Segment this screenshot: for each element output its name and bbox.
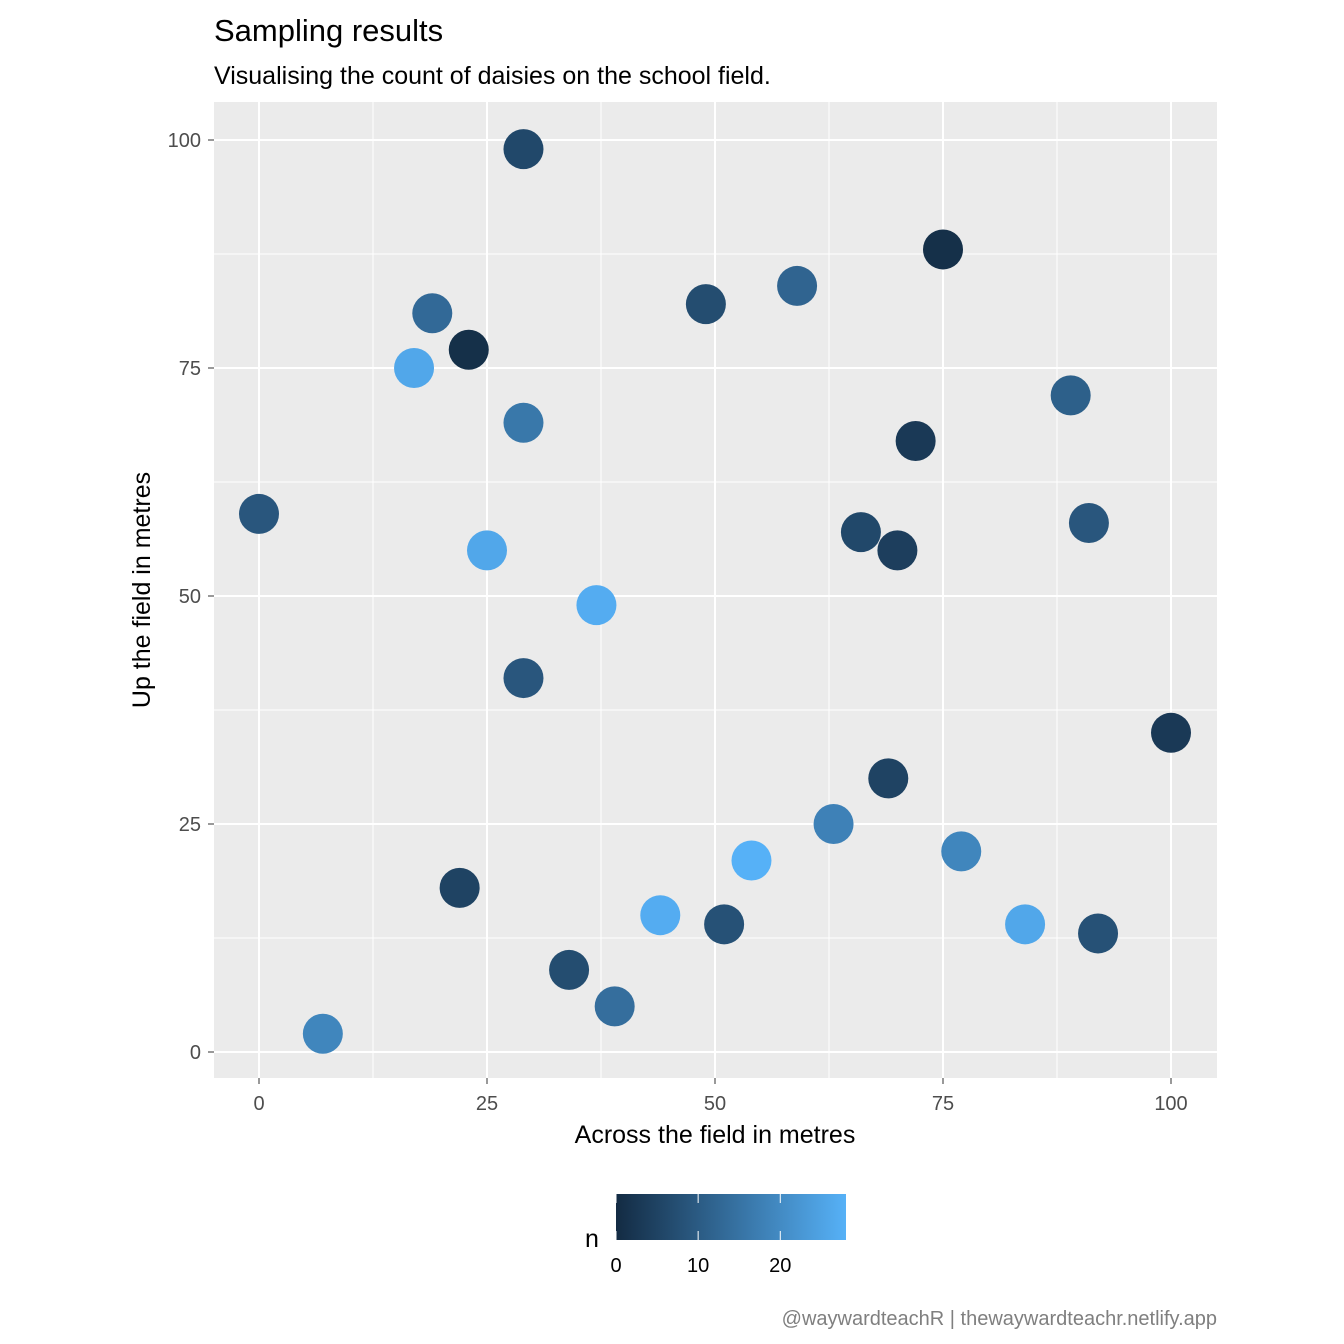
x-tick-label: 100 xyxy=(1154,1093,1187,1115)
data-point xyxy=(1078,913,1119,954)
data-point xyxy=(1068,503,1109,544)
y-tick-label: 0 xyxy=(190,1042,201,1064)
data-point xyxy=(467,530,507,571)
data-point xyxy=(439,867,480,908)
data-point xyxy=(1005,904,1046,945)
data-point xyxy=(895,420,936,461)
y-tick-label: 75 xyxy=(179,358,201,380)
y-axis-title: Up the field in metres xyxy=(128,472,156,708)
y-axis: 0 25 50 75 100 xyxy=(168,130,214,1064)
legend-colorbar xyxy=(616,1194,846,1240)
x-tick-label: 75 xyxy=(932,1093,954,1115)
legend-tick-label: 0 xyxy=(610,1255,621,1277)
data-point xyxy=(923,229,963,270)
data-point xyxy=(1151,712,1191,753)
x-tick-label: 50 xyxy=(704,1093,726,1115)
data-point xyxy=(868,758,909,799)
data-point xyxy=(704,904,745,945)
legend-ticks: 0 10 20 xyxy=(610,1194,791,1277)
x-axis: 0 25 50 75 100 xyxy=(253,1078,1188,1115)
data-point xyxy=(549,949,590,990)
data-point xyxy=(302,1013,343,1054)
data-point xyxy=(503,129,544,170)
data-point xyxy=(503,402,544,443)
data-point xyxy=(731,840,772,881)
data-point xyxy=(777,265,818,306)
data-point xyxy=(877,530,918,571)
data-point xyxy=(941,831,982,872)
data-point xyxy=(813,804,854,844)
data-point xyxy=(412,293,453,334)
chart-title: Sampling results xyxy=(214,13,443,48)
data-point xyxy=(576,585,617,626)
color-legend: n 0 10 20 xyxy=(585,1194,846,1277)
data-point xyxy=(239,493,279,534)
data-point xyxy=(685,284,726,325)
data-point xyxy=(503,658,544,699)
legend-tick-label: 20 xyxy=(769,1255,791,1277)
data-point xyxy=(594,986,635,1027)
data-point xyxy=(448,329,489,370)
data-points xyxy=(239,129,1191,1054)
x-tick-label: 25 xyxy=(476,1093,498,1115)
chart-subtitle: Visualising the count of daisies on the … xyxy=(214,62,771,90)
data-point xyxy=(1050,375,1091,416)
data-point xyxy=(840,512,881,553)
x-axis-title: Across the field in metres xyxy=(575,1121,856,1149)
legend-title: n xyxy=(585,1225,599,1253)
x-tick-label: 0 xyxy=(253,1093,264,1115)
y-tick-label: 25 xyxy=(179,814,201,836)
data-point xyxy=(640,895,681,936)
chart-caption: @waywardteachR | thewaywardteachr.netlif… xyxy=(782,1308,1217,1330)
legend-tick-label: 10 xyxy=(687,1255,709,1277)
y-tick-label: 100 xyxy=(168,130,201,152)
y-tick-label: 50 xyxy=(179,586,201,608)
data-point xyxy=(394,348,435,388)
